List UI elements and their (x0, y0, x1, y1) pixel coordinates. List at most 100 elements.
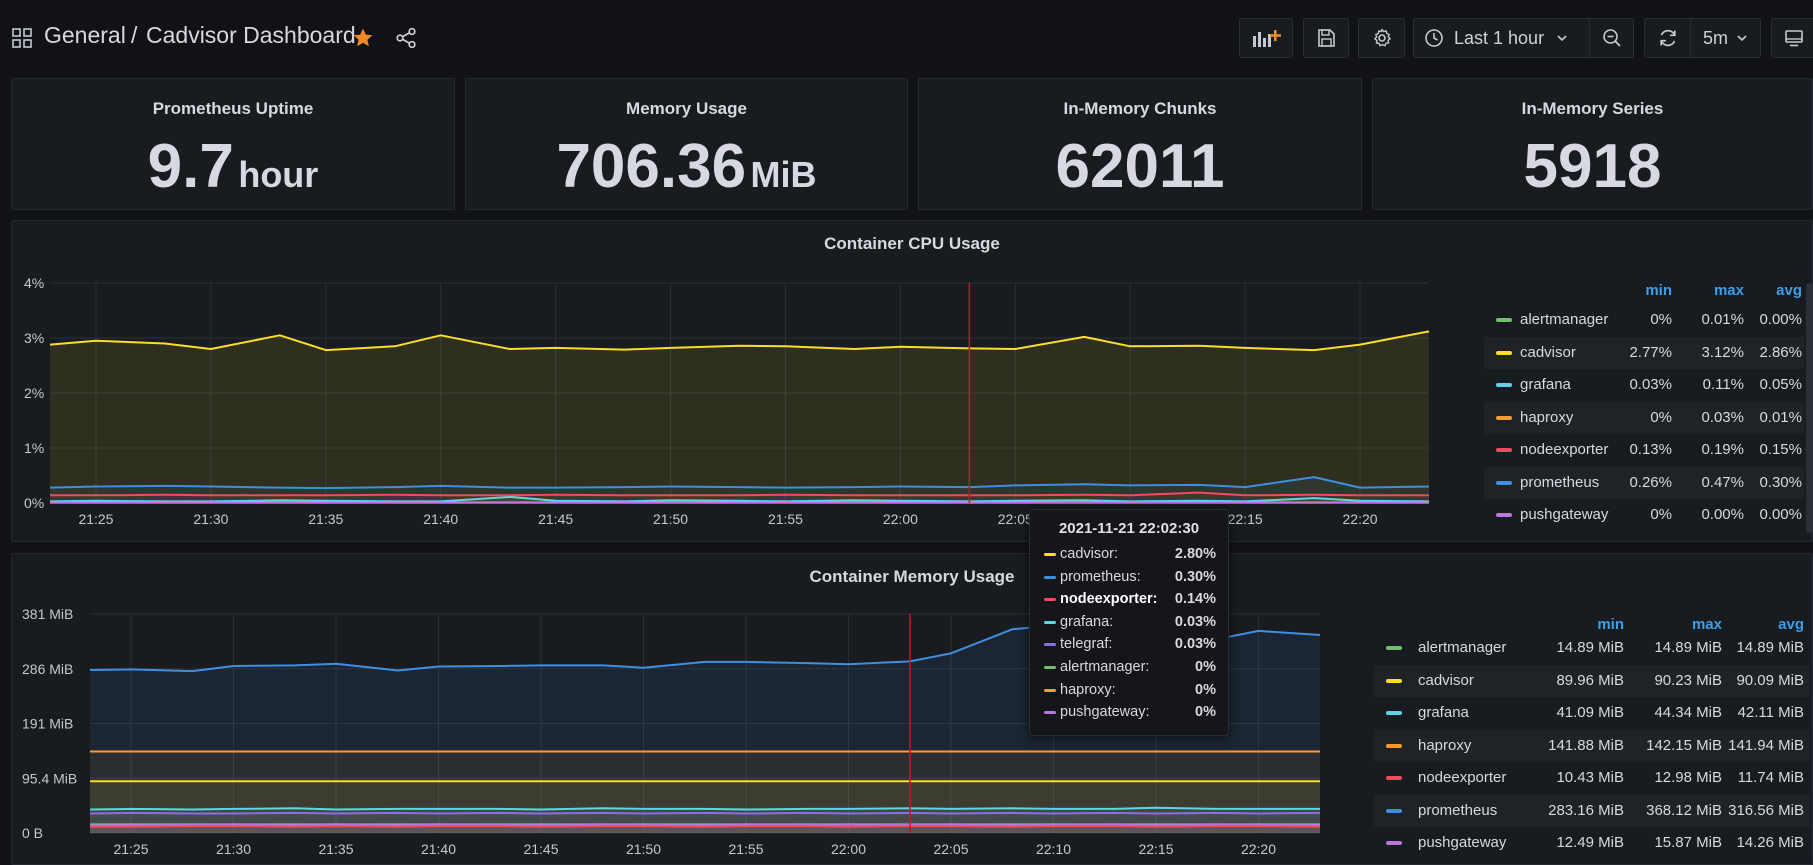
legend-header-min[interactable]: min (1645, 282, 1672, 299)
legend-item-prometheus[interactable]: prometheus 283.16 MiB 368.12 MiB 316.56 MiB (1374, 794, 1810, 827)
refresh-interval-picker[interactable]: 5m (1690, 18, 1761, 58)
legend-series-name[interactable]: cadvisor (1520, 343, 1576, 361)
x-tick-label: 21:25 (113, 841, 148, 857)
memory-usage-chart[interactable]: 0 B 95.4 MiB 191 MiB 286 MiB 381 MiB 21:25 21:… (12, 554, 1372, 865)
legend-series-name[interactable]: prometheus (1520, 473, 1600, 491)
stat-unit: hour (238, 154, 319, 195)
share-icon[interactable] (394, 26, 418, 50)
cpu-usage-panel[interactable]: Container CPU Usage 0% 1% 2% 3% 4% 21:25 21:30… (11, 220, 1813, 542)
stat-panel-memory[interactable]: Memory Usage 706.36 MiB (465, 78, 908, 210)
stat-panel-chunks[interactable]: In-Memory Chunks 62011 (918, 78, 1362, 210)
series-color-swatch[interactable] (1386, 841, 1402, 845)
zoom-out-button[interactable] (1589, 18, 1634, 58)
legend-series-name[interactable]: grafana (1520, 376, 1571, 393)
time-range-picker[interactable]: Last 1 hour (1413, 18, 1589, 58)
series-line-telegraf[interactable] (89, 811, 1321, 815)
series-line-cadvisor[interactable] (49, 330, 1430, 352)
series-color-swatch[interactable] (1496, 513, 1512, 517)
series-color-swatch[interactable] (1386, 678, 1402, 683)
legend-avg: 11.74 MiB (1737, 769, 1804, 786)
x-tick-label: 22:10 (1036, 841, 1071, 857)
legend-item-alertmanager[interactable]: alertmanager 14.89 MiB 14.89 MiB 14.89 MiB (1374, 632, 1810, 664)
legend-item-cadvisor[interactable]: cadvisor 2.77% 3.12% 2.86% (1484, 336, 1804, 369)
legend-header-min[interactable]: min (1597, 616, 1624, 633)
dashboard-settings-button[interactable] (1358, 18, 1405, 58)
legend-item-grafana[interactable]: grafana 41.09 MiB 44.34 MiB 42.11 MiB (1374, 697, 1810, 729)
legend-max: 15.87 MiB (1654, 834, 1722, 851)
apps-grid-icon[interactable] (12, 28, 32, 48)
legend-header-avg[interactable]: avg (1776, 282, 1802, 299)
cpu-usage-chart[interactable]: 0% 1% 2% 3% 4% 21:25 21:30 21:35 21:40 21:45 21:50… (12, 221, 1472, 543)
series-color-swatch[interactable] (1386, 808, 1402, 813)
star-icon[interactable] (351, 26, 375, 50)
legend-series-name[interactable]: grafana (1418, 704, 1469, 721)
legend-item-prometheus[interactable]: prometheus 0.26% 0.47% 0.30% (1484, 466, 1804, 499)
legend-min: 14.89 MiB (1556, 639, 1624, 656)
legend-item-pushgateway[interactable]: pushgateway 12.49 MiB 15.87 MiB 14.26 MiB (1374, 827, 1810, 859)
legend-series-name[interactable]: prometheus (1418, 801, 1498, 819)
legend-series-name[interactable]: pushgateway (1418, 834, 1507, 851)
series-color-swatch[interactable] (1386, 711, 1402, 715)
series-line-grafana[interactable] (89, 806, 1320, 811)
breadcrumb-folder[interactable]: General (44, 22, 126, 48)
series-color-swatch[interactable] (1386, 743, 1402, 748)
add-panel-button[interactable] (1239, 18, 1293, 58)
stat-unit: MiB (750, 154, 817, 195)
memory-usage-panel[interactable]: Container Memory Usage 0 B 95.4 MiB 191 Mi… (11, 553, 1813, 865)
legend-series-name[interactable]: alertmanager (1520, 311, 1609, 328)
legend-series-name[interactable]: haproxy (1418, 736, 1472, 754)
series-line-prometheus[interactable] (49, 476, 1430, 490)
panel-title: Container Memory Usage (809, 567, 1015, 586)
legend-series-name[interactable]: pushgateway (1520, 506, 1609, 523)
legend-avg: 0.00% (1759, 311, 1802, 328)
legend-avg: 0.30% (1759, 473, 1802, 491)
save-dashboard-button[interactable] (1303, 18, 1349, 58)
series-line-nodeexporter[interactable] (50, 491, 1429, 497)
stat-number: 706.36 (556, 132, 747, 201)
series-color-swatch[interactable] (1386, 646, 1402, 650)
tooltip-series-value: 0.03% (1174, 636, 1216, 653)
tooltip-row-nodeexporter: nodeexporter: 0.14% (1044, 589, 1216, 611)
series-color-swatch[interactable] (1386, 776, 1402, 780)
legend-item-haproxy[interactable]: haproxy 0% 0.03% 0.01% (1484, 401, 1804, 434)
legend-item-grafana[interactable]: grafana 0.03% 0.11% 0.05% (1484, 369, 1804, 401)
legend-item-alertmanager[interactable]: alertmanager 0% 0.01% 0.00% (1484, 304, 1804, 336)
legend-max: 368.12 MiB (1646, 801, 1722, 819)
legend-series-name[interactable]: haproxy (1520, 408, 1574, 426)
legend-scrollbar[interactable] (1806, 283, 1813, 533)
legend-header-max[interactable]: max (1713, 282, 1744, 299)
stat-panel-series[interactable]: In-Memory Series 5918 (1372, 78, 1813, 210)
series-color-swatch[interactable] (1496, 448, 1512, 452)
series-color-swatch[interactable] (1496, 350, 1512, 355)
series-color-swatch[interactable] (1496, 318, 1512, 322)
legend-item-nodeexporter[interactable]: nodeexporter 0.13% 0.19% 0.15% (1484, 434, 1804, 466)
y-tick-label: 3% (24, 330, 44, 346)
series-color-swatch[interactable] (1496, 383, 1512, 387)
legend-item-haproxy[interactable]: haproxy 141.88 MiB 142.15 MiB 141.94 MiB (1374, 729, 1810, 762)
series-line-pushgateway[interactable] (89, 823, 1320, 827)
series-color-swatch[interactable] (1496, 480, 1512, 485)
legend-series-name[interactable]: nodeexporter (1520, 441, 1609, 458)
legend-header-max[interactable]: max (1691, 616, 1722, 633)
legend-series-name[interactable]: nodeexporter (1418, 769, 1507, 786)
series-line-nodeexporter[interactable] (90, 825, 1321, 828)
legend-series-name[interactable]: cadvisor (1418, 671, 1474, 689)
tooltip-series-name: grafana: (1060, 613, 1114, 630)
series-color-swatch[interactable] (1496, 415, 1512, 420)
series-line-grafana[interactable] (49, 495, 1430, 503)
x-tick-label: 22:20 (1343, 511, 1378, 527)
stat-value: 706.36 MiB (466, 131, 907, 202)
tooltip-series-name: haproxy: (1060, 681, 1116, 698)
refresh-icon (1659, 29, 1676, 47)
legend-series-name[interactable]: alertmanager (1418, 639, 1507, 656)
legend-min: 89.96 MiB (1556, 671, 1624, 689)
dashboard-title[interactable]: Cadvisor Dashboard (146, 22, 356, 48)
refresh-button[interactable] (1644, 18, 1690, 58)
legend-item-nodeexporter[interactable]: nodeexporter 10.43 MiB 12.98 MiB 11.74 MiB (1374, 762, 1810, 794)
tv-mode-button[interactable] (1771, 18, 1813, 58)
tooltip-swatch (1044, 620, 1056, 624)
legend-header-avg[interactable]: avg (1778, 616, 1804, 633)
legend-item-cadvisor[interactable]: cadvisor 89.96 MiB 90.23 MiB 90.09 MiB (1374, 664, 1810, 697)
stat-panel-uptime[interactable]: Prometheus Uptime 9.7 hour (11, 78, 455, 210)
legend-item-pushgateway[interactable]: pushgateway 0% 0.00% 0.00% (1484, 499, 1804, 531)
